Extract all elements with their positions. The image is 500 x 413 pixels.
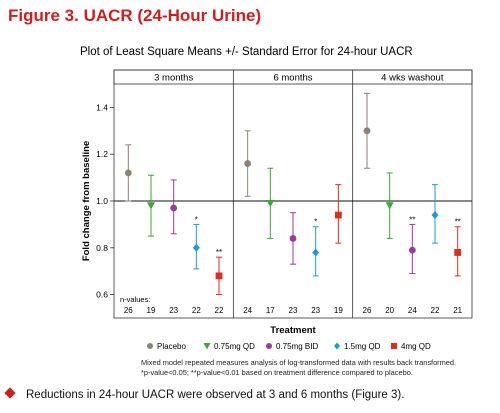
data-point: [124, 169, 132, 177]
legend-label: Placebo: [157, 342, 186, 351]
data-point: [289, 235, 297, 242]
n-value-label: 23: [311, 306, 320, 315]
y-tick-label: 1.0: [96, 196, 108, 206]
data-point: [363, 127, 371, 135]
y-tick-label: 0.6: [96, 290, 108, 300]
x-axis-label: Treatment: [270, 325, 316, 336]
data-point: [192, 243, 200, 252]
data-point: [215, 272, 223, 280]
data-point: [146, 202, 155, 210]
bullet-text: Reductions in 24-hour UACR were observed…: [26, 389, 405, 401]
n-value-label: 22: [431, 306, 440, 315]
legend-marker: [266, 343, 272, 349]
significance-label: **: [216, 248, 222, 257]
data-point: [170, 204, 178, 212]
bullet-diamond-icon: [4, 387, 16, 399]
n-values-label: n-values:: [120, 295, 150, 304]
n-value-label: 20: [385, 306, 394, 315]
n-value-label: 22: [192, 306, 201, 315]
n-value-label: 23: [169, 306, 178, 315]
legend-label: 1.5mg QD: [344, 342, 381, 351]
n-value-label: 22: [215, 306, 224, 315]
significance-label: *: [195, 215, 198, 224]
data-point: [408, 246, 416, 254]
bullet-summary: Reductions in 24-hour UACR were observed…: [4, 387, 405, 401]
n-value-label: 26: [124, 306, 133, 315]
data-point: [385, 202, 394, 210]
y-tick-label: 0.8: [96, 243, 108, 253]
panel-label: 3 months: [154, 73, 193, 84]
n-value-label: 26: [363, 306, 372, 315]
n-value-label: 19: [334, 306, 343, 315]
figure-title: Figure 3. UACR (24-Hour Urine): [8, 6, 262, 25]
legend-marker: [391, 343, 397, 349]
data-point: [266, 199, 275, 208]
n-value-label: 17: [266, 306, 275, 315]
n-value-label: 21: [453, 306, 462, 315]
data-point: [334, 211, 342, 219]
data-point: [431, 211, 439, 220]
legend-label: 0.75mg BID: [276, 342, 318, 351]
data-point: [454, 249, 462, 256]
panel-label: 6 months: [273, 73, 312, 84]
footnote-model: Mixed model repeated measures analysis o…: [141, 358, 457, 367]
legend-marker: [203, 343, 211, 350]
y-tick-label: 1.2: [96, 149, 108, 159]
footnote-pvalue: *p-value<0.05; **p-value<0.01 based on t…: [141, 368, 413, 377]
y-tick-label: 1.4: [96, 102, 108, 112]
chart-title: Plot of Least Square Means +/- Standard …: [80, 46, 413, 58]
significance-label: *: [314, 218, 317, 227]
legend-marker: [334, 342, 340, 350]
data-point: [244, 160, 252, 167]
legend-label: 0.75mg QD: [214, 342, 255, 351]
n-value-label: 23: [289, 306, 298, 315]
panel-label: 4 wks washout: [381, 73, 444, 84]
legend-label: 4mg QD: [401, 342, 431, 351]
y-axis-label: Fold change from baseline: [81, 141, 92, 261]
n-value-label: 19: [147, 306, 156, 315]
legend-marker: [147, 343, 153, 349]
significance-label: **: [455, 218, 461, 227]
n-value-label: 24: [243, 306, 252, 315]
n-value-label: 24: [408, 306, 417, 315]
plot-frame: [113, 69, 473, 319]
data-point: [312, 248, 320, 257]
significance-label: **: [409, 215, 415, 224]
